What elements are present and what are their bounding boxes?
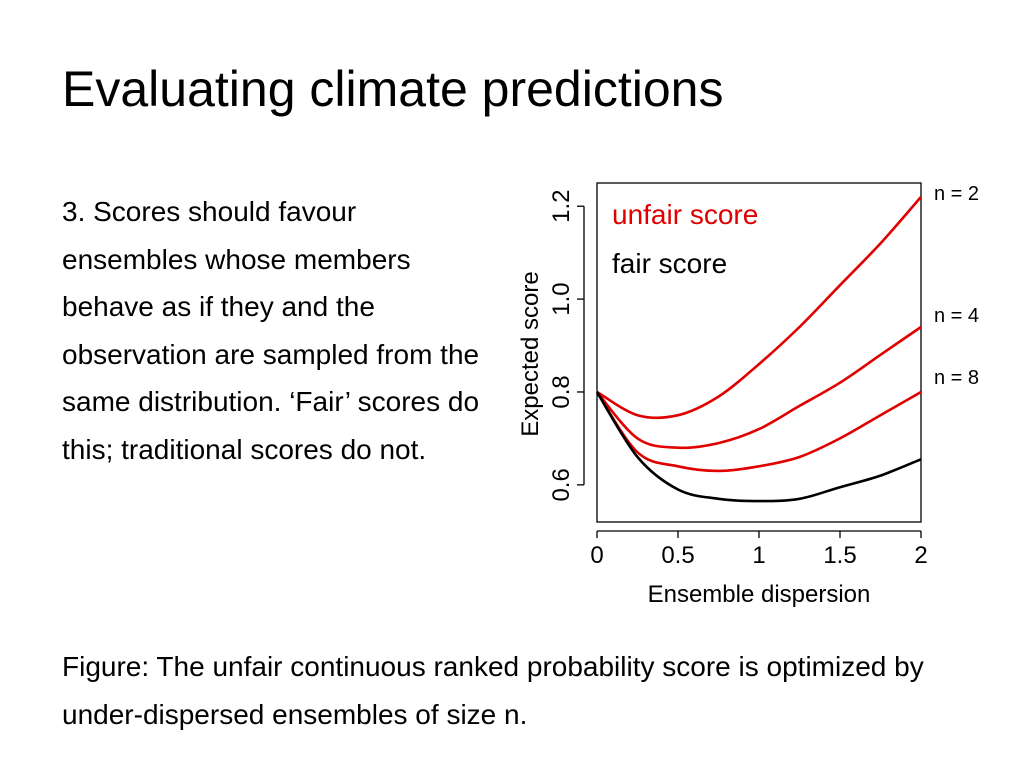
x-axis-label: Ensemble dispersion [648,581,871,608]
y-axis-label: Expected score [517,271,544,436]
series-line-unfair-1 [596,325,922,450]
series-annotation: n = 8 [934,367,979,389]
y-tick-label: 0.6 [548,468,575,501]
legend-fair-label: fair score [612,248,727,279]
chart-labels: n = 2 n = 4 n = 8 [934,183,979,389]
series-line-fair [595,391,922,503]
y-tick-label: 1.0 [548,282,575,315]
expected-score-chart: 0 0.5 1 1.5 2 0.6 0.8 1.0 1.2 n = 2 n = 4 n = 8 un… [517,182,979,608]
series-annotation: n = 4 [934,305,979,327]
body-text: 3. Scores should favour ensembles whose … [62,196,480,465]
plot-frame [596,182,922,523]
series-line-unfair-2 [595,390,922,473]
y-tick-label: 0.8 [548,375,575,408]
slide-title: Evaluating climate predictions [62,61,724,117]
y-tick-label: 1.2 [548,190,575,223]
x-tick-label: 1 [752,542,765,569]
series-annotation: n = 2 [934,183,979,205]
x-tick-label: 2 [914,542,927,569]
x-tick-label: 0.5 [661,542,694,569]
x-tick-label: 1.5 [823,542,856,569]
figure-caption: Figure: The unfair continuous ranked pro… [62,651,924,730]
legend-unfair-label: unfair score [612,199,758,230]
series-line-unfair-0 [596,196,922,420]
x-tick-label: 0 [590,542,603,569]
chart-lines [595,196,922,503]
chart-axes: 0 0.5 1 1.5 2 0.6 0.8 1.0 1.2 [548,182,928,569]
